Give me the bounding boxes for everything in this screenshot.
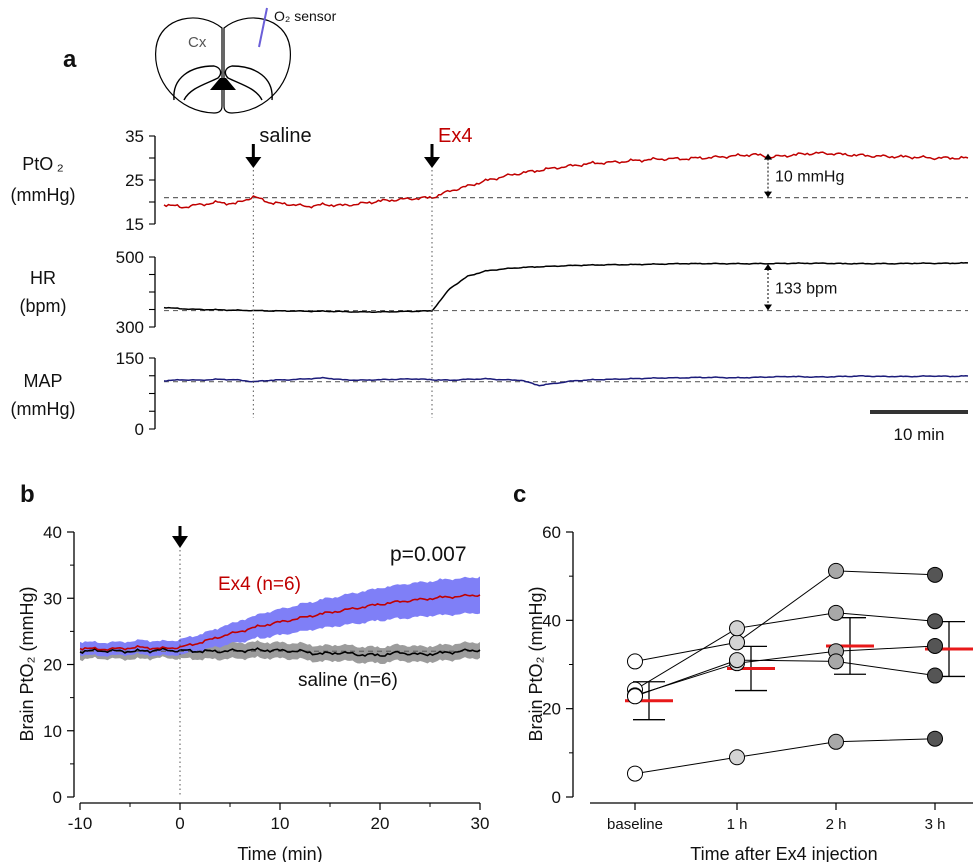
y-tick-label: 0: [53, 788, 62, 807]
panel-a: a Cx O₂ sensor 35 25 15 PtO ₂ (mmHg) 10 mmHg 500 3…: [11, 7, 969, 444]
y-tick-label: 300: [116, 318, 144, 337]
delta-arrowhead-down: [764, 191, 772, 198]
brain-ventricle: [210, 78, 236, 90]
y-tick-label: 10: [43, 722, 62, 741]
data-point: [927, 667, 943, 684]
x-tick-label: 20: [371, 814, 390, 833]
delta-arrowhead-down: [764, 304, 772, 311]
data-point: [729, 652, 745, 669]
y-tick-label: 40: [542, 611, 561, 630]
x-tick-label: 1 h: [727, 816, 748, 833]
panel-b: b 0 10 20 30 40 -10 0 10 20 30 Time (min) Brain PtO₂…: [17, 481, 489, 862]
brain-right-callosum: [224, 65, 273, 101]
subject-line: [634, 659, 936, 697]
x-tick-label: 30: [471, 814, 490, 833]
y-tick-label: 150: [116, 349, 144, 368]
y-tick-label: 35: [125, 127, 144, 146]
data-point: [927, 637, 943, 654]
x-tick-label: 2 h: [826, 816, 847, 833]
subject-line: [634, 645, 936, 696]
data-point: [927, 566, 943, 583]
o2-sensor-label: O₂ sensor: [274, 8, 337, 24]
trace-hr: 500 300 HR (bpm) 133 bpm: [19, 248, 969, 337]
trace-map: 150 0 MAP (mmHg): [11, 349, 969, 439]
trace-label: HR: [30, 268, 56, 288]
trace-unit-label: (bpm): [19, 296, 66, 316]
data-point: [828, 653, 844, 670]
p-value-annotation: p=0.007: [390, 543, 467, 566]
data-point: [627, 765, 643, 782]
event-label: Ex4: [438, 125, 472, 147]
trace-pto2: 35 25 15 PtO ₂ (mmHg) 10 mmHg: [11, 127, 969, 234]
series-line-saline: [79, 647, 481, 657]
data-point: [729, 620, 745, 637]
x-tick-label: 0: [175, 814, 184, 833]
series-label-ex4: Ex4 (n=6): [218, 574, 301, 595]
data-point: [828, 562, 844, 579]
panel-letter-b: b: [20, 481, 35, 508]
x-tick-label: 3 h: [925, 816, 946, 833]
y-tick-label: 25: [125, 171, 144, 190]
trace-label: PtO ₂: [22, 154, 64, 174]
data-point: [627, 688, 643, 705]
delta-arrowhead-up: [764, 153, 772, 160]
x-tick-label: baseline: [607, 816, 663, 833]
data-point: [729, 749, 745, 766]
brain-schematic: Cx O₂ sensor: [155, 7, 337, 114]
subject-line: [634, 612, 936, 691]
brain-left-callosum: [173, 65, 222, 101]
x-axis-label: Time after Ex4 injection: [690, 844, 877, 862]
series-line-ex4: [79, 593, 481, 652]
x-tick-label: 10: [271, 814, 290, 833]
trace-line-pto2: [163, 151, 969, 209]
delta-label: 133 bpm: [775, 280, 837, 297]
data-point: [828, 604, 844, 621]
data-point: [927, 613, 943, 630]
y-tick-label: 20: [542, 700, 561, 719]
data-point: [627, 653, 643, 670]
x-axis-label: Time (min): [237, 844, 322, 862]
o2-sensor-probe: [258, 7, 268, 48]
panel-letter-a: a: [63, 46, 77, 73]
delta-arrowhead-up: [764, 264, 772, 270]
event-label: saline: [259, 125, 311, 147]
y-tick-label: 30: [43, 589, 62, 608]
y-tick-label: 60: [542, 523, 561, 542]
sem-band-ex4: [80, 576, 480, 657]
delta-label: 10 mmHg: [775, 169, 844, 186]
subject-line: [634, 570, 936, 662]
data-point: [927, 730, 943, 747]
panel-letter-c: c: [513, 481, 526, 508]
data-point: [828, 733, 844, 750]
event-marker-saline: saline: [245, 125, 312, 418]
event-arrow-head: [245, 157, 262, 168]
series-label-saline: saline (n=6): [298, 670, 398, 691]
y-tick-label: 0: [135, 420, 144, 439]
data-point: [729, 634, 745, 651]
event-marker-ex4: Ex4: [424, 125, 472, 418]
y-axis-label: Brain PtO₂ (mmHg): [17, 586, 37, 741]
y-tick-label: 500: [116, 248, 144, 267]
y-tick-label: 15: [125, 215, 144, 234]
brain-region-label: Cx: [188, 34, 207, 51]
y-tick-label: 20: [43, 656, 62, 675]
trace-unit-label: (mmHg): [11, 185, 76, 205]
subject-line: [634, 738, 936, 775]
panel-c: c 0 20 40 60 baseline 1 h 2 h 3 h Time after Ex4 …: [513, 481, 973, 862]
trace-label: MAP: [23, 371, 62, 391]
trace-line-hr: [163, 261, 969, 314]
injection-arrow-head: [172, 536, 188, 548]
brain-left-hemisphere: [155, 17, 223, 114]
scale-bar-label: 10 min: [893, 425, 944, 444]
y-tick-label: 40: [43, 523, 62, 542]
x-tick-label: -10: [68, 814, 93, 833]
brain-right-hemisphere: [223, 17, 291, 114]
event-arrow-head: [424, 157, 440, 168]
trace-unit-label: (mmHg): [11, 399, 76, 419]
y-axis-label: Brain PtO₂ (mmHg): [526, 586, 546, 741]
trace-line-map: [163, 374, 969, 387]
y-tick-label: 0: [552, 788, 561, 807]
